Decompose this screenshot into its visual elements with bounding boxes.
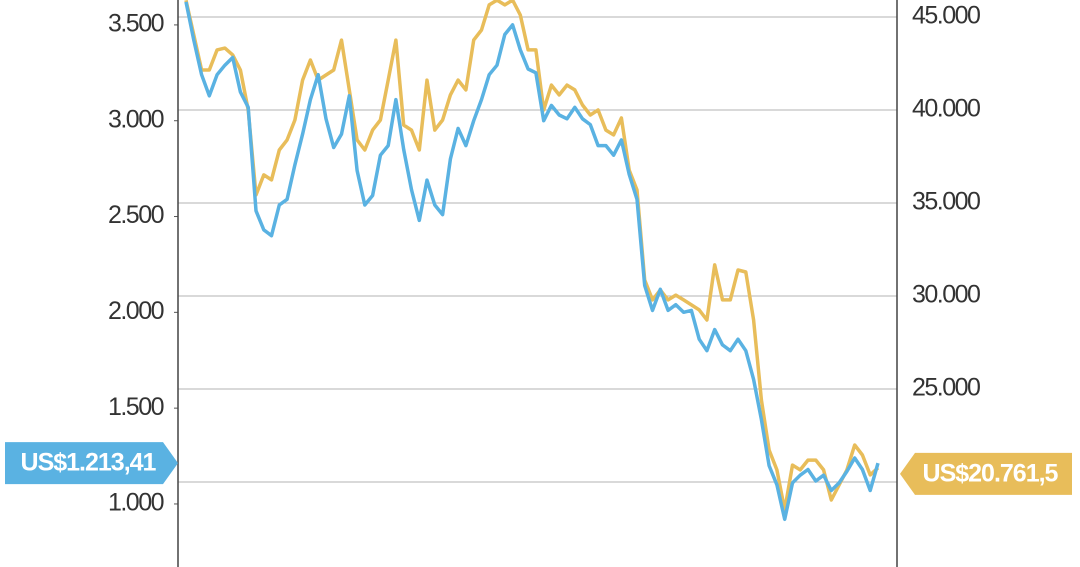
y2-tick-label: 30.000 (912, 281, 980, 309)
value-badge (5, 442, 178, 485)
value-badge-label: US$1.213,41 (21, 449, 157, 477)
y2-tick-label: 25.000 (912, 374, 980, 402)
line-series (184, 0, 880, 512)
y-tick-label: 2.000 (108, 297, 164, 325)
y2-tick-label: 35.000 (912, 188, 980, 216)
y-tick-label: 1.500 (108, 393, 164, 421)
y-tick-label: 3.500 (108, 10, 164, 38)
y2-tick-label: 45.000 (912, 2, 980, 30)
value-badge-label: US$20.761,5 (923, 459, 1059, 487)
line-series (184, 1, 880, 522)
y-tick-label: 2.500 (108, 201, 164, 229)
y2-tick-label: 40.000 (912, 95, 980, 123)
y-tick-label: 3.000 (108, 105, 164, 133)
y-tick-label: 1.000 (108, 489, 164, 517)
value-badge (900, 452, 1072, 495)
